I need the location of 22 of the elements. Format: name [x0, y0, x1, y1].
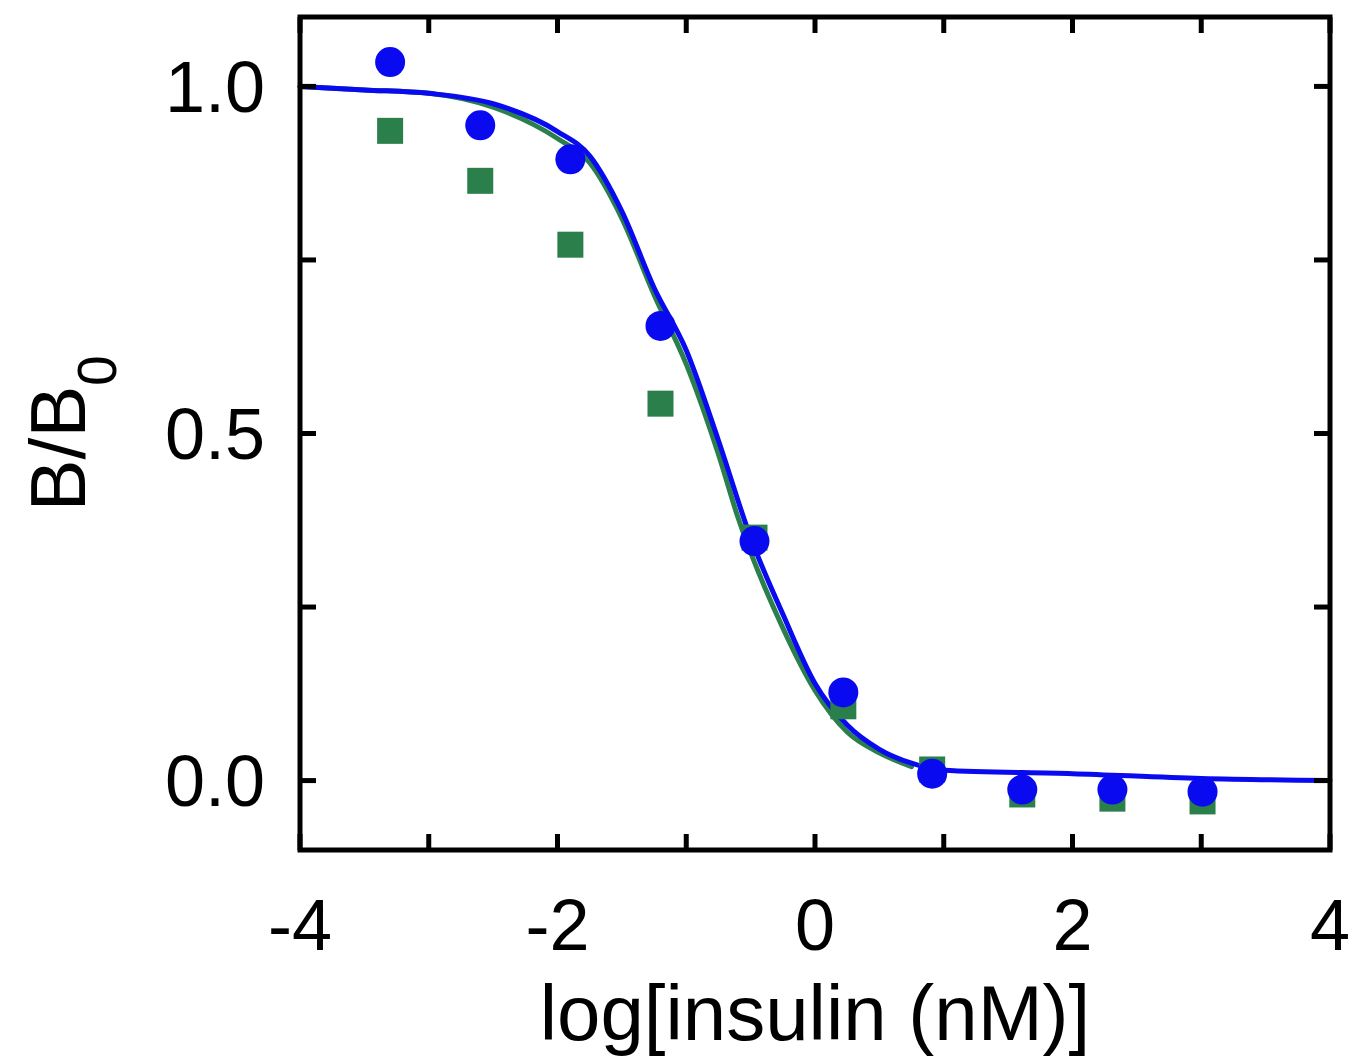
x-tick-label: 0: [794, 885, 836, 965]
point: [375, 47, 406, 78]
point: [917, 758, 948, 789]
y-tick-label: 0.5: [164, 393, 265, 474]
point: [557, 231, 584, 258]
y-tick-label: 1.0: [164, 46, 265, 127]
point: [1097, 774, 1128, 805]
point: [1007, 774, 1038, 805]
point: [467, 167, 494, 194]
x-axis-title: log[insulin (nM)]: [539, 969, 1091, 1057]
point: [555, 144, 586, 175]
point: [465, 110, 496, 141]
x-tick-label: -4: [267, 885, 333, 965]
point: [645, 310, 676, 341]
x-tick-label: 4: [1309, 885, 1351, 965]
point: [377, 117, 404, 144]
x-tick-label: 2: [1052, 885, 1093, 965]
point: [647, 390, 674, 417]
point: [739, 526, 770, 557]
point: [828, 677, 859, 708]
y-tick-label: 0.0: [164, 740, 265, 821]
x-tick-label: -2: [525, 885, 590, 965]
